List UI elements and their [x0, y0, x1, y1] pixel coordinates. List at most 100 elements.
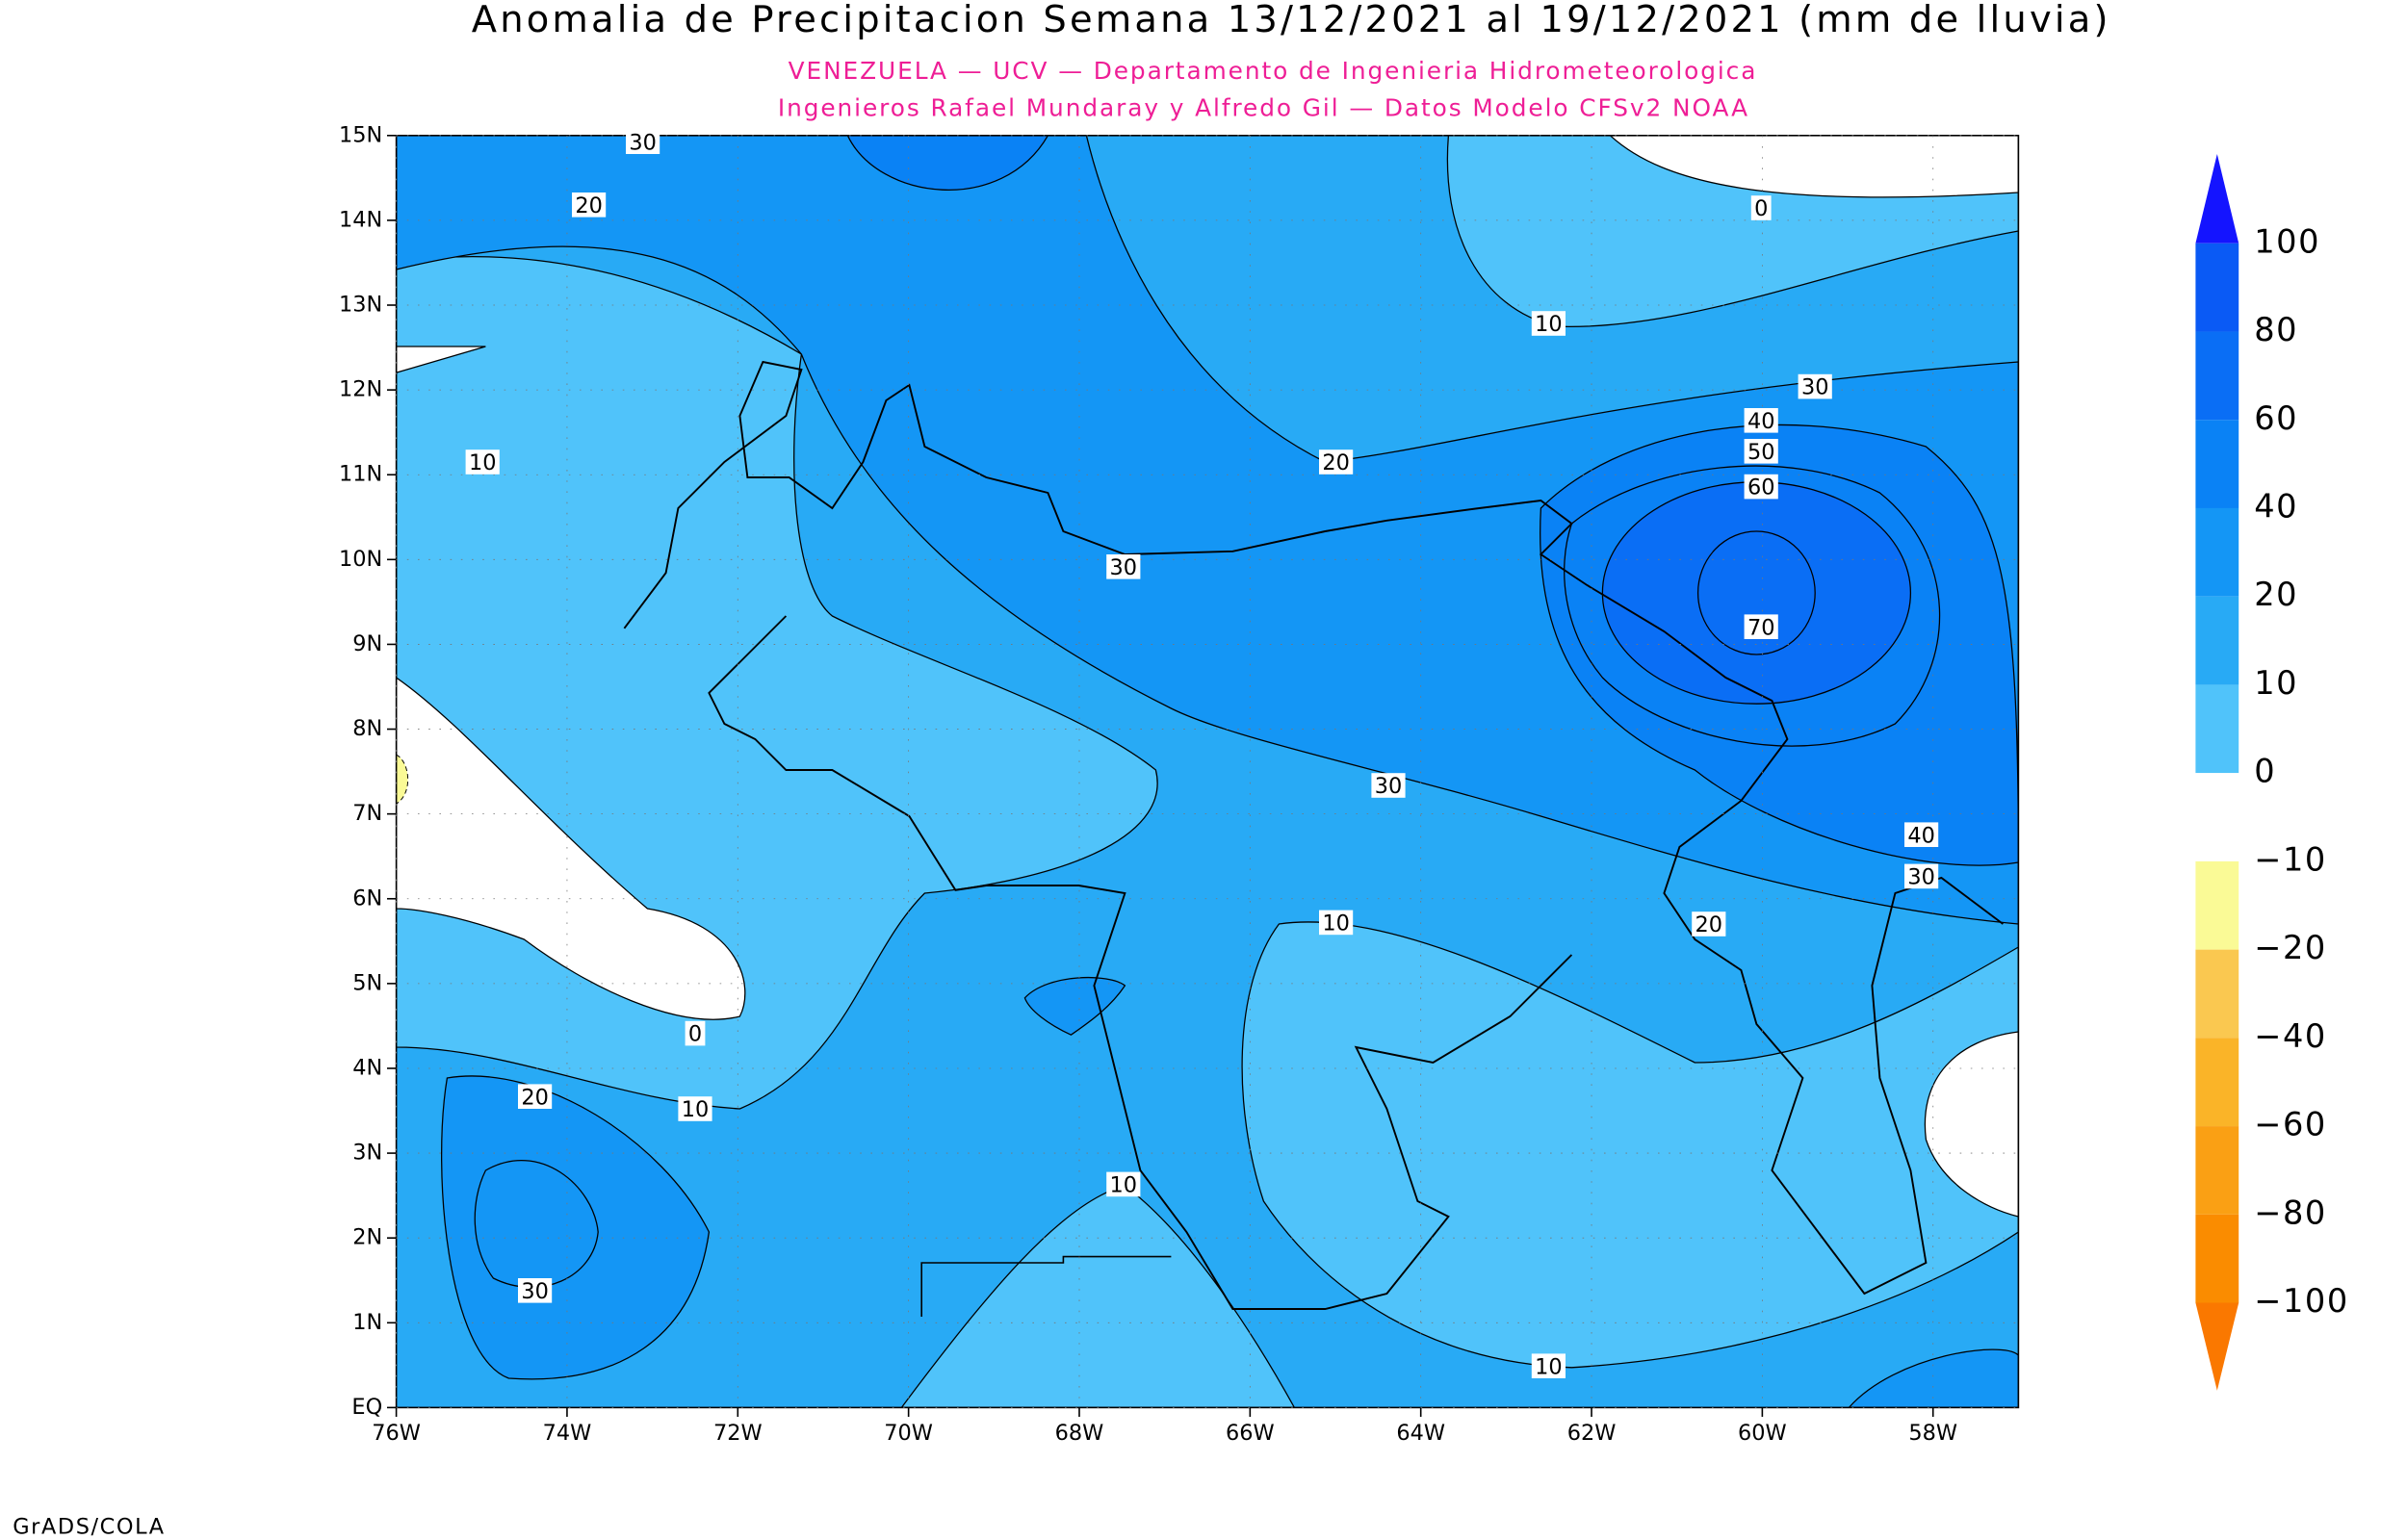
colorbar-label: −20: [2254, 929, 2327, 966]
y-tick-label: 2N: [352, 1225, 382, 1250]
colorbar-box: [2195, 773, 2239, 861]
contour-label-bg: [1531, 1353, 1566, 1378]
map-field: [396, 135, 2019, 1408]
colorbar-box: [2195, 684, 2239, 774]
contour-labels: 30 20 0 10 30 40 50 60 20 10 30 70 30 40 30 20 10 0 20 10 10…: [465, 129, 1939, 1379]
field-region: [1601, 481, 1912, 705]
colorbar-label: −100: [2254, 1282, 2349, 1320]
contour-label-bg: [518, 1278, 553, 1303]
contour-label-bg: [685, 1020, 706, 1046]
contour-label-bg: [678, 1096, 712, 1121]
colorbar-label: −80: [2254, 1194, 2327, 1231]
x-tick-label: 68W: [1055, 1421, 1104, 1446]
y-tick-label: 6N: [352, 886, 382, 911]
contour-label: 30: [1801, 375, 1829, 400]
colorbar-box: [2195, 1126, 2239, 1215]
contour-label: 20: [1695, 912, 1723, 937]
contour-label-bg: [1798, 373, 1832, 399]
contour-label-bg: [1744, 614, 1778, 639]
contour-label: 30: [1907, 865, 1935, 890]
contour-label-bg: [1904, 863, 1939, 889]
x-tick-label: 70W: [884, 1421, 933, 1446]
contour-label: 10: [1322, 911, 1350, 937]
y-tick-label: 13N: [339, 293, 382, 318]
contour-label-bg: [465, 449, 500, 475]
y-tick-label: 5N: [352, 970, 382, 995]
contour-label-bg: [518, 1084, 553, 1109]
coastline: [623, 360, 2004, 1310]
contour-label-bg: [1106, 554, 1141, 579]
colorbar-triangle: [2195, 154, 2239, 244]
y-tick-label: 8N: [352, 716, 382, 741]
colorbar-label: −10: [2254, 840, 2327, 878]
x-tick-label: 76W: [372, 1421, 421, 1446]
contour-label-bg: [626, 129, 660, 154]
contour-label: 20: [521, 1085, 549, 1110]
colorbar-label: −60: [2254, 1106, 2327, 1143]
contour-label-bg: [1750, 195, 1772, 220]
x-tick-label: 64W: [1396, 1421, 1445, 1446]
y-tick-label: 10N: [339, 547, 382, 572]
contour-label-bg: [1744, 439, 1778, 464]
colorbar-box: [2195, 860, 2239, 950]
field-region: [396, 346, 486, 373]
x-tick-label: 60W: [1738, 1421, 1787, 1446]
contour-line: [474, 1160, 599, 1288]
contour-label-bg: [1319, 910, 1354, 936]
x-tick-label: 74W: [543, 1421, 592, 1446]
contour-label: 10: [1535, 312, 1563, 337]
y-tick-label: 3N: [352, 1141, 382, 1166]
subtitle: Ingenieros Rafael Mundaray y Alfredo Gil…: [778, 94, 1749, 122]
y-tick-label: 4N: [352, 1055, 382, 1080]
contour-label: 40: [1907, 823, 1935, 848]
contour-label-bg: [572, 192, 607, 218]
contour-label: 10: [682, 1097, 710, 1122]
contour-label: 20: [575, 193, 603, 218]
x-tick-label: 62W: [1567, 1421, 1617, 1446]
colorbar-label: 10: [2254, 664, 2298, 702]
field-region: [441, 1075, 711, 1380]
contour-label: 10: [1110, 1173, 1138, 1198]
contour-label: 0: [688, 1022, 702, 1047]
colorbar-box: [2195, 1214, 2239, 1303]
y-tick-label: 7N: [352, 801, 382, 826]
y-tick-label: 11N: [339, 462, 382, 487]
y-tick-label: 14N: [339, 207, 382, 232]
colorbar-box: [2195, 596, 2239, 685]
colorbar-box: [2195, 243, 2239, 332]
colorbar-label: 60: [2254, 399, 2298, 437]
contour-label: 10: [1535, 1354, 1563, 1379]
contour-label-bg: [1692, 911, 1726, 937]
colorbar-label: −40: [2254, 1017, 2327, 1055]
contour-label-bg: [1531, 311, 1566, 336]
contour-label: 50: [1747, 440, 1775, 465]
border-line: [920, 1255, 1172, 1317]
title: Anomalia de Precipitacion Semana 13/12/2…: [472, 0, 2111, 41]
map-frame: [395, 135, 2020, 1409]
contour-label: 30: [1110, 555, 1138, 580]
contour-label-bg: [1106, 1171, 1141, 1197]
subtitle: VENEZUELA — UCV — Departamento de Ingeni…: [789, 57, 1758, 85]
contour-label: 40: [1747, 409, 1775, 434]
field-region: [1609, 135, 2019, 198]
contour-label: 60: [1747, 475, 1775, 500]
y-tick-label: 12N: [339, 377, 382, 402]
contour-label-bg: [1744, 474, 1778, 500]
colorbar-box: [2195, 1038, 2239, 1127]
colorbar-box: [2195, 949, 2239, 1039]
colorbar-label: 80: [2254, 311, 2298, 348]
x-tick-label: 72W: [713, 1421, 763, 1446]
contour-line: [1696, 530, 1816, 655]
contour-label: 0: [1754, 196, 1768, 221]
colorbar-box: [2195, 507, 2239, 597]
contour-label: 30: [1375, 774, 1403, 799]
colorbar-label: 20: [2254, 576, 2298, 613]
colorbar-label: 100: [2254, 222, 2320, 260]
field-region: [1241, 921, 2019, 1369]
contour-label-bg: [1744, 408, 1778, 433]
contour-label-bg: [1319, 449, 1354, 475]
contour-line: [1564, 465, 1941, 747]
colorbar-box: [2195, 331, 2239, 421]
field-region: [1924, 1031, 2019, 1218]
